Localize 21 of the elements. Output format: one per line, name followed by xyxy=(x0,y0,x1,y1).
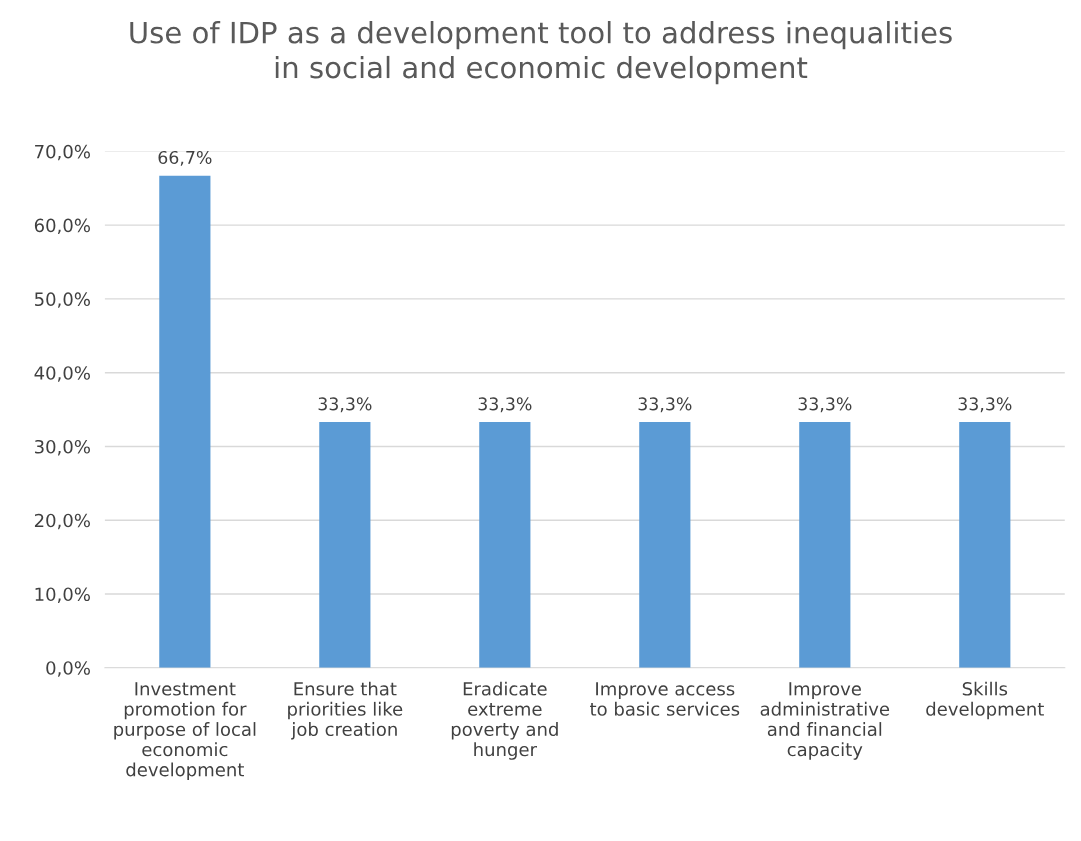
y-tick-label: 20,0% xyxy=(34,513,90,530)
x-tick-label: Improve access to basic services xyxy=(590,682,740,716)
y-tick-label: 70,0% xyxy=(35,144,90,161)
y-tick-label: 40,0% xyxy=(34,366,90,382)
x-tick-label: Skills development xyxy=(926,681,1044,720)
data-label: 33,3% xyxy=(638,397,692,413)
data-label: 66,7% xyxy=(158,150,212,166)
data-label: 33,3% xyxy=(478,397,532,413)
y-tick-label: 60,0% xyxy=(34,218,90,235)
y-tick-label: 0,0% xyxy=(46,661,90,677)
data-label: 33,3% xyxy=(318,397,372,413)
data-label: 33,3% xyxy=(798,397,852,413)
chart-title: Use of IDP as a development tool to address inequalities in social and economic development xyxy=(130,21,952,85)
data-label: 33,3% xyxy=(958,397,1012,413)
y-tick-label: 30,0% xyxy=(34,439,90,456)
x-tick-label: Investment promotion for purpose of local economic development xyxy=(114,682,256,780)
y-tick-label: 50,0% xyxy=(35,292,90,308)
x-tick-label: Ensure that priorities like job creation xyxy=(288,681,403,740)
y-tick-label: 10,0% xyxy=(35,587,90,603)
x-tick-label: Eradicate extreme poverty and hunger xyxy=(451,681,558,760)
x-tick-label: Improve administrative and financial capacity xyxy=(760,682,890,760)
